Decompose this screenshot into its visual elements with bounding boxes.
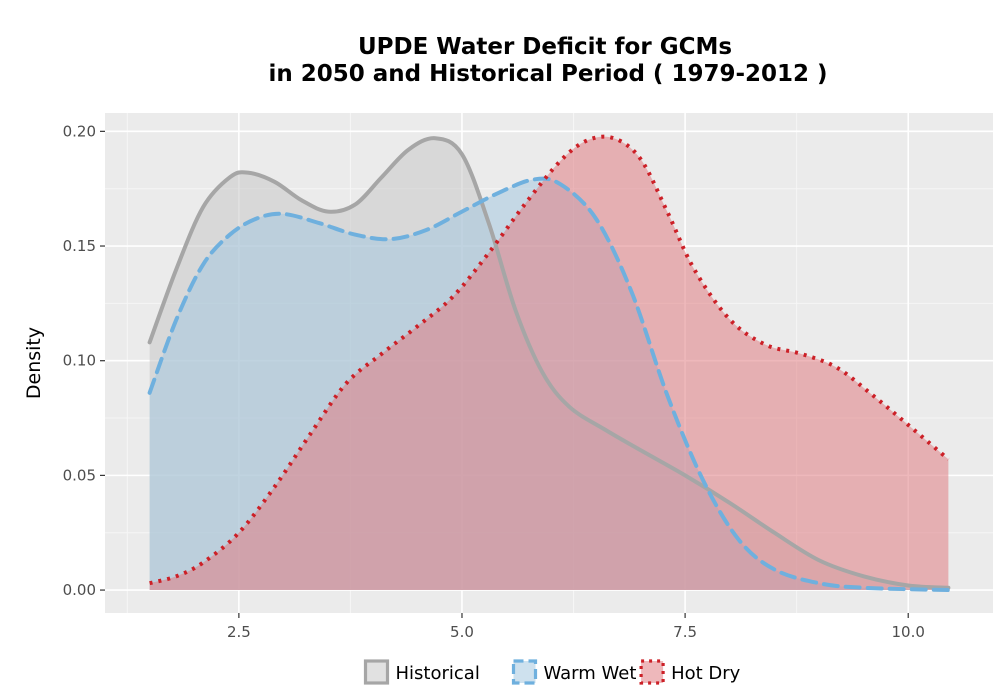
- legend-label: Hot Dry: [671, 663, 741, 684]
- x-tick-label: 7.5: [673, 623, 697, 641]
- chart-title-line2: in 2050 and Historical Period ( 1979-201…: [268, 61, 827, 87]
- area-hot-dry: [149, 136, 949, 591]
- line-historical: [147, 136, 951, 590]
- legend-key-hot-dry: [639, 659, 665, 685]
- y-axis-title: Density: [23, 327, 45, 399]
- y-tick-label: 0.20: [63, 122, 96, 140]
- line-warm-wet: [147, 176, 951, 593]
- legend-key-historical: [363, 659, 390, 685]
- axes: 2.5 5.0 7.5 10.0 0.00 0.05 0.10 0.15 0.20: [63, 122, 925, 641]
- line-hot-dry: [149, 134, 950, 586]
- y-tick-label: 0.10: [63, 352, 96, 370]
- y-tick-label: 0.00: [63, 581, 96, 599]
- legend-label: Warm Wet: [544, 663, 637, 684]
- legend-item-hot-dry: Hot Dry: [639, 659, 741, 685]
- y-tick-label: 0.05: [63, 466, 96, 484]
- density-lines: [147, 134, 951, 593]
- legend: Historical Warm Wet Hot Dry: [363, 659, 741, 685]
- x-tick-label: 5.0: [450, 623, 474, 641]
- x-tick-label: 2.5: [227, 623, 251, 641]
- legend-item-historical: Historical: [363, 659, 480, 685]
- legend-label: Historical: [396, 663, 480, 684]
- legend-key-warm-wet: [511, 659, 538, 685]
- chart-title-line1: UPDE Water Deficit for GCMs: [358, 34, 732, 60]
- legend-item-warm-wet: Warm Wet: [511, 659, 637, 685]
- x-tick-label: 10.0: [892, 623, 925, 641]
- y-tick-label: 0.15: [63, 237, 96, 255]
